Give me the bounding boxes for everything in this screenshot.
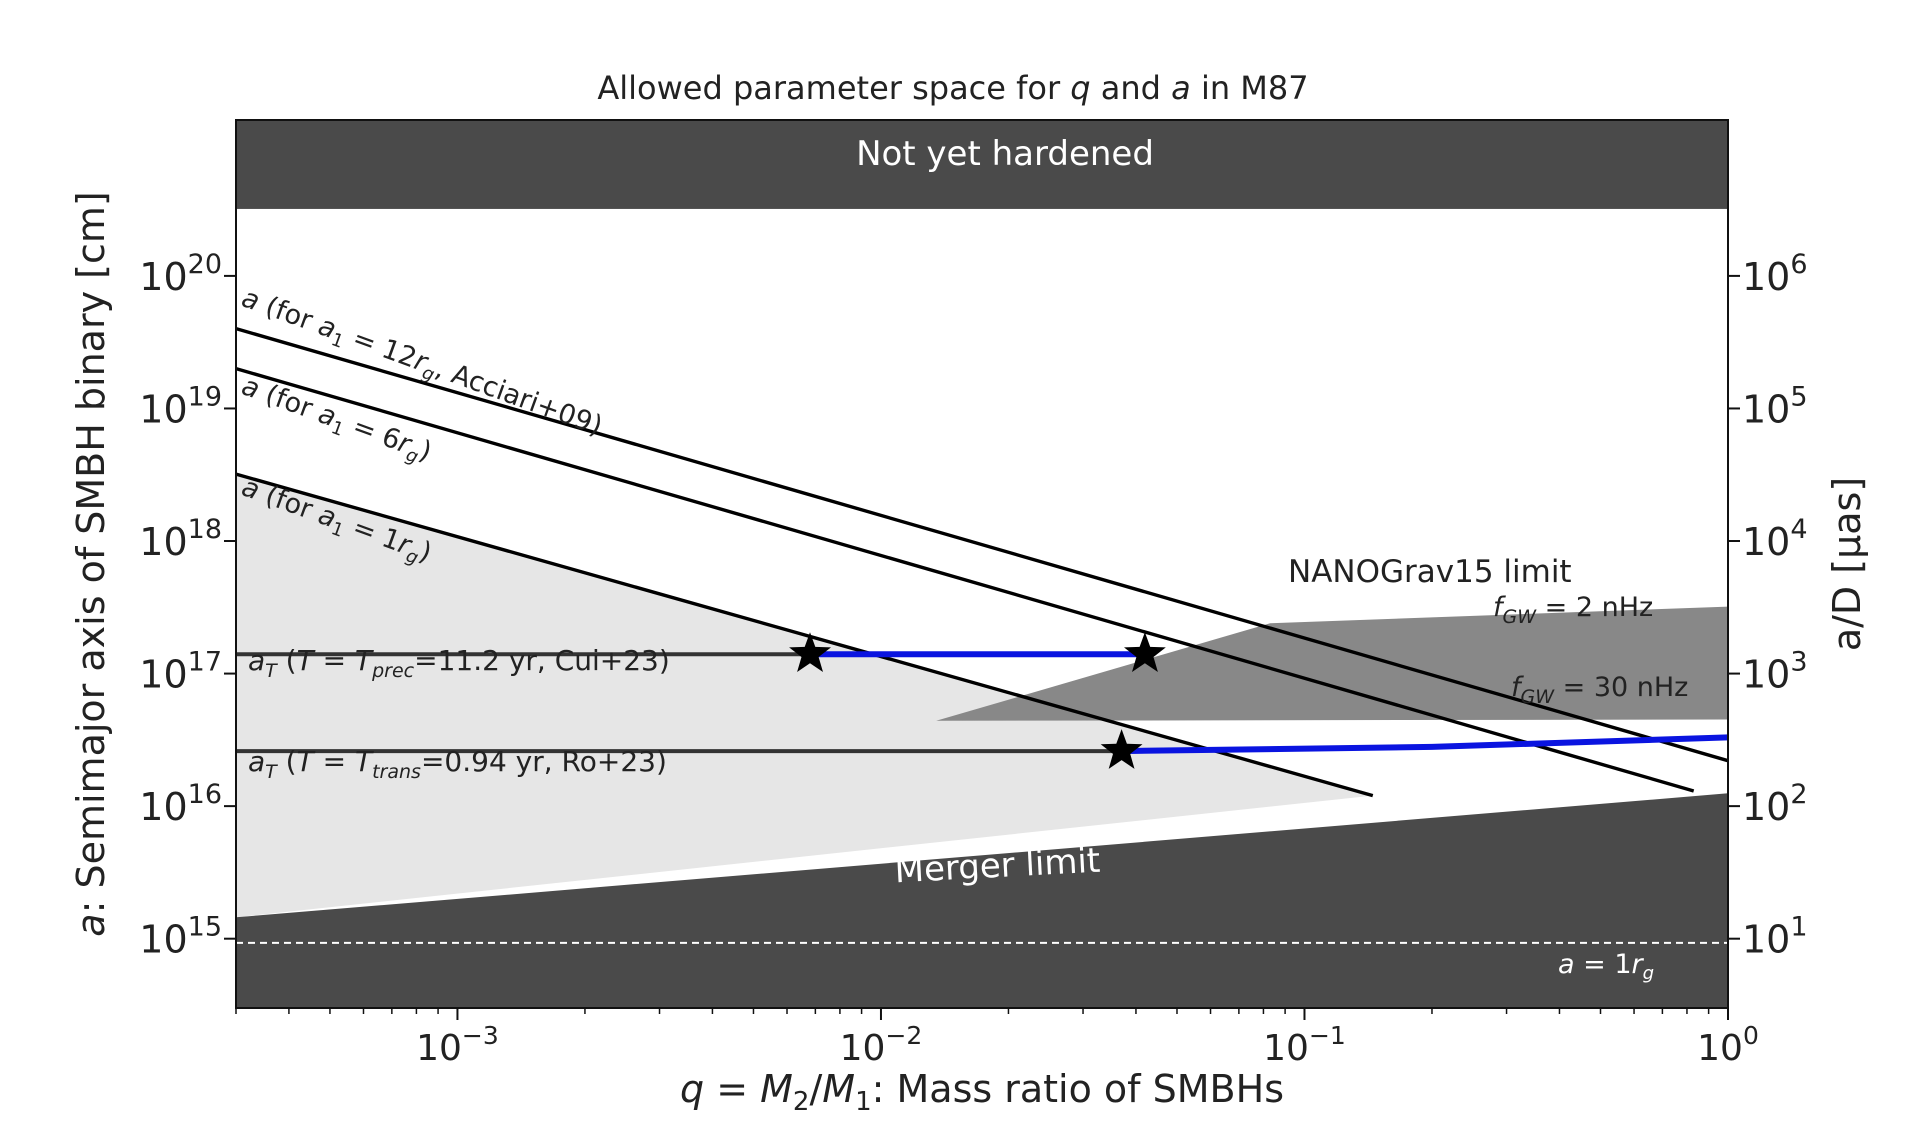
nanograv-label: NANOGrav15 limit [1288, 554, 1572, 590]
dashed-1rg-label: a = 1rg [1558, 949, 1654, 984]
y-tick-label: 1018 [139, 514, 222, 564]
plot-frame [235, 119, 1729, 1009]
x-tick-label: 10−3 [416, 1021, 499, 1069]
y-tick-label: 1016 [139, 779, 222, 829]
y2-tick-label: 106 [1742, 249, 1808, 299]
star-marker [1100, 729, 1143, 769]
merger-limit-region [236, 793, 1728, 1008]
y-axis-label: a: Semimajor axis of SMBH binary [cm] [69, 191, 113, 936]
line-12rg [236, 326, 1728, 763]
y-tick-label: 1020 [139, 249, 222, 299]
y2-tick-label: 105 [1742, 381, 1808, 431]
not-hardened-region [236, 120, 1728, 209]
line-trans-label: aT (T = Ttrans=0.94 yr, Ro+23) [248, 745, 667, 783]
y-tick-label: 1015 [139, 912, 222, 962]
x-tick-label: 100 [1697, 1021, 1759, 1069]
nanograv-2nhz-label: fGW = 2 nHz [1493, 592, 1653, 628]
y2-tick-label: 102 [1742, 779, 1808, 829]
y2-axis-label: a/D [μas] [1825, 477, 1869, 651]
x-tick-label: 10−1 [1263, 1021, 1346, 1069]
line-prec-label: aT (T = Tprec=11.2 yr, Cui+23) [248, 644, 670, 682]
x-tick-label: 10−2 [840, 1021, 923, 1069]
y2-tick-label: 103 [1742, 647, 1808, 697]
y-tick-label: 1019 [139, 381, 222, 431]
nanograv-region [936, 606, 1728, 721]
chart-title: Allowed parameter space for q and a in M… [597, 69, 1308, 107]
line-1rg [236, 472, 1374, 798]
star-marker [789, 632, 831, 672]
y2-tick-label: 104 [1742, 514, 1808, 564]
y-tick-label: 1017 [139, 647, 222, 697]
allowed-region [236, 474, 1373, 918]
not-hardened-label: Not yet hardened [856, 134, 1154, 174]
x-axis-label: q = M2/M1: Mass ratio of SMBHs [680, 1067, 1284, 1117]
star-marker [1124, 632, 1166, 672]
nanograv-30nhz-label: fGW = 30 nHz [1511, 672, 1688, 708]
line-6rg [236, 366, 1695, 793]
y2-tick-label: 101 [1742, 912, 1808, 962]
blue-segment [1118, 734, 1728, 755]
